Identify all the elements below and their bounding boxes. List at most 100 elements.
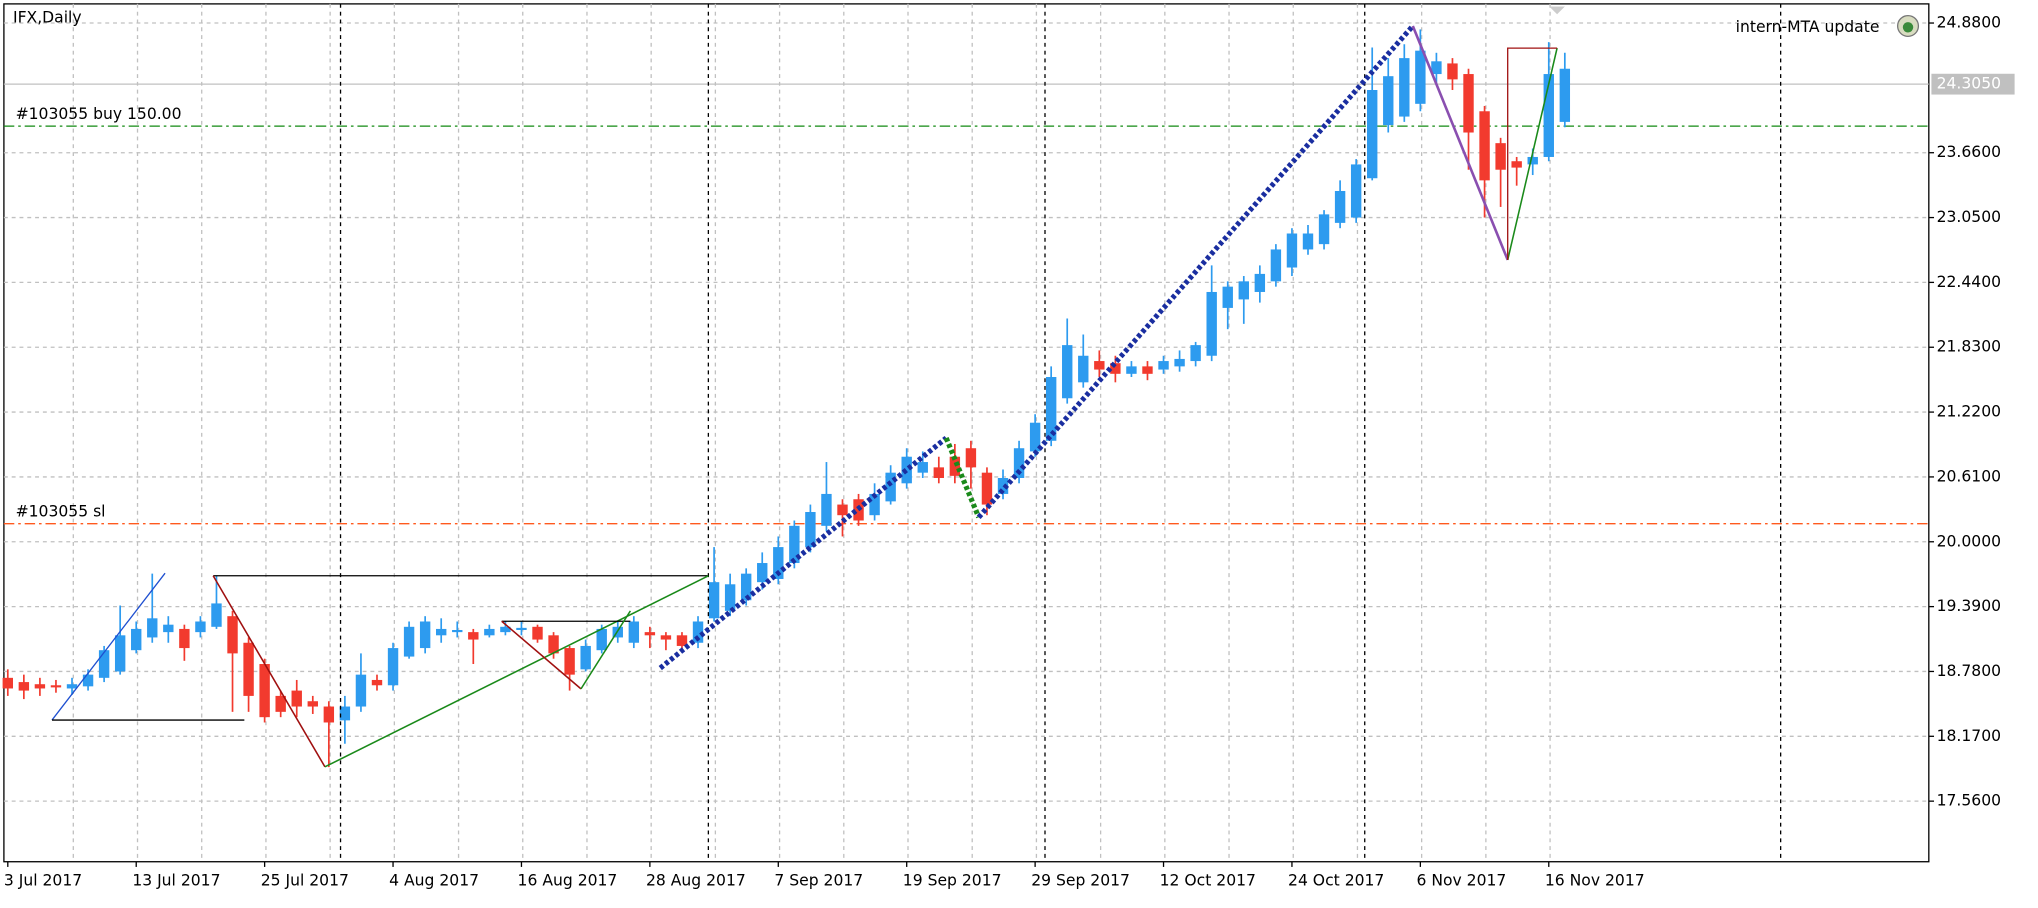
candle-body [757, 563, 768, 583]
x-tick-label: 16 Aug 2017 [518, 872, 618, 890]
candle-body [805, 512, 816, 548]
candle-body [179, 628, 190, 649]
candle-body [676, 635, 688, 646]
x-tick-label: 13 Jul 2017 [132, 872, 220, 890]
candle-body [1206, 291, 1217, 356]
candle-body [789, 525, 800, 564]
period-separators [339, 3, 1782, 862]
candle-body [596, 628, 607, 651]
zigzag-line [1506, 47, 1558, 261]
candle-body [259, 664, 270, 718]
candle-body [1543, 74, 1554, 157]
candle-body [1045, 377, 1057, 441]
candle-body [82, 674, 94, 687]
chart-title: IFX,Daily [13, 9, 82, 27]
plot: #103055 buy 150.00 #103055 sl [2, 3, 1929, 862]
candle-body [981, 472, 993, 505]
candle-body [1559, 68, 1571, 122]
candle-body [275, 695, 286, 712]
candle-body [1415, 50, 1426, 104]
candle-body [1286, 233, 1298, 268]
candle-body [532, 626, 543, 640]
candle-body [628, 621, 640, 643]
candle-body [1174, 358, 1185, 367]
candle-body [195, 621, 206, 633]
candle-body [1383, 76, 1394, 126]
candle-body [500, 626, 511, 633]
candle-body [163, 624, 174, 633]
candle-body [516, 627, 527, 630]
x-tick-label: 25 Jul 2017 [261, 872, 349, 890]
x-tick-label: 16 Nov 2017 [1545, 872, 1645, 890]
candle-body [1527, 156, 1538, 165]
x-tick-label: 12 Oct 2017 [1160, 872, 1256, 890]
candle-body [1110, 363, 1121, 374]
candle-body [1270, 249, 1282, 282]
candle-body [147, 618, 158, 638]
candle-body [965, 448, 977, 468]
price-tag [1931, 73, 2015, 95]
candle-body [211, 603, 222, 627]
candle-body [1158, 361, 1169, 370]
x-tick-label: 7 Sep 2017 [774, 872, 863, 890]
zigzag-overlay [51, 24, 1558, 768]
candle-body [580, 645, 591, 670]
candle-body [548, 635, 559, 654]
candle-body [1367, 90, 1378, 179]
plot-frame [3, 3, 1930, 863]
candle-body [1222, 286, 1233, 308]
candle-body [1190, 345, 1201, 362]
candle-body [2, 677, 13, 689]
zigzag-line [943, 437, 982, 519]
candle-body [307, 701, 318, 707]
zigzag-line [658, 435, 948, 671]
candle-body [1495, 143, 1506, 170]
candle-body [436, 628, 447, 636]
candle-body [1318, 214, 1330, 245]
candle-body [1302, 233, 1314, 250]
candle-body [339, 706, 351, 721]
candle-body [403, 626, 415, 657]
candle-body [917, 462, 928, 473]
candle-body [660, 635, 672, 640]
candle-body [1062, 345, 1073, 399]
candle-body [1447, 63, 1458, 80]
candle-body [18, 682, 30, 691]
candle-body [34, 684, 46, 689]
y-tick-label: 22.4400 [1937, 273, 2001, 291]
candle-body [949, 456, 961, 476]
price-tag-label: 24.3050 [1937, 75, 2001, 93]
candle-body [885, 472, 896, 502]
candle-body [387, 648, 399, 686]
candle-body [1463, 74, 1474, 133]
candle-body [740, 573, 752, 601]
zigzag-line [324, 575, 709, 768]
zigzag-line [51, 572, 166, 721]
candle-body [933, 467, 945, 478]
candle-body [1013, 448, 1025, 478]
candle-body [243, 642, 254, 696]
order-label: #103055 buy 150.00 [16, 105, 182, 123]
candle-body [114, 635, 126, 672]
candle-body [98, 650, 110, 678]
candle-body [291, 690, 302, 707]
candle-body [419, 621, 431, 649]
y-tick-label: 21.8300 [1937, 338, 2001, 356]
candle-body [901, 456, 912, 484]
y-tick-label: 23.0500 [1937, 208, 2001, 226]
candle-body [837, 504, 848, 516]
y-tick-label: 20.0000 [1937, 532, 2001, 550]
order-label: #103055 sl [16, 503, 106, 521]
candle-body [1399, 58, 1410, 117]
y-tick-label: 18.1700 [1937, 727, 2001, 745]
x-tick-label: 4 Aug 2017 [389, 872, 479, 890]
zigzag-line [976, 24, 1415, 520]
candle-body [468, 632, 479, 640]
candle-body [773, 547, 784, 579]
zigzag-line [501, 620, 582, 690]
zigzag-line [580, 610, 632, 690]
candle-body [708, 582, 720, 619]
x-tick-label: 19 Sep 2017 [903, 872, 1002, 890]
zigzag-line [1507, 47, 1558, 260]
zigzag-line [1411, 25, 1509, 261]
